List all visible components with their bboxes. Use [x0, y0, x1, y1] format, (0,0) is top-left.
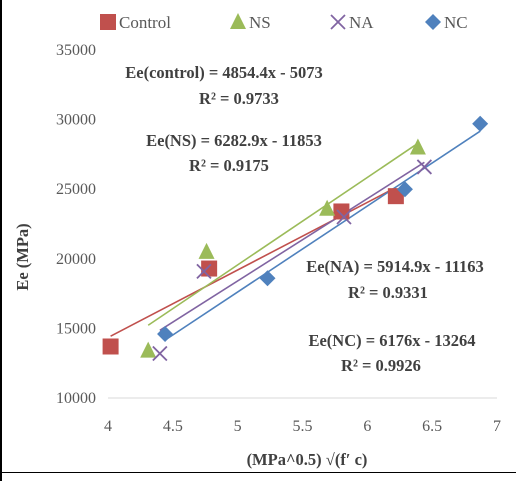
- x-tick-label: 5.5: [293, 418, 313, 435]
- data-point-x: [196, 263, 212, 279]
- trendline-na: [159, 161, 425, 331]
- legend-label: NS: [249, 13, 271, 32]
- r2-nc: R² = 0.9926: [341, 356, 421, 375]
- data-point-triangle: [230, 13, 246, 29]
- equation-nc: Ee(NC) = 6176x - 13264: [308, 331, 475, 350]
- y-tick-label: 35000: [56, 42, 96, 59]
- legend-label: Control: [119, 13, 171, 32]
- data-point-x-stroke: [416, 159, 433, 175]
- r2-na: R² = 0.9331: [348, 283, 428, 302]
- legend: Control NS NA NC: [100, 13, 468, 32]
- data-point-x-stroke: [196, 263, 212, 279]
- y-tick-label: 10000: [56, 390, 96, 407]
- data-point-square: [102, 338, 119, 355]
- y-tick-label: 25000: [56, 181, 96, 198]
- plot-axes: 4 4.5 5 5.5 6 6.5 7 10000 15000 20000 25000 30000 35…: [56, 42, 501, 435]
- trendline-nc: [164, 130, 481, 341]
- data-point-triangle: [409, 138, 426, 155]
- y-tick-label: 15000: [56, 320, 96, 337]
- x-axis-title: (MPa^0.5) √(f′ c): [247, 450, 368, 469]
- equation-ns: Ee(NS) = 6282.9x - 11853: [146, 131, 322, 150]
- left-border: [0, 0, 2, 481]
- equation-na: Ee(NA) = 5914.9x - 11163: [306, 257, 484, 276]
- legend-label: NA: [349, 13, 374, 32]
- x-tick-label: 7: [493, 418, 501, 435]
- data-point-x: [330, 14, 346, 30]
- data-point-x: [152, 345, 168, 362]
- data-point-x: [416, 159, 433, 175]
- trendlines: [110, 130, 481, 341]
- data-point-x-stroke: [152, 345, 168, 362]
- equation-control: Ee(control) = 4854.4x - 5073: [125, 63, 322, 82]
- trendline-ns: [147, 142, 419, 326]
- data-point-triangle: [198, 242, 215, 259]
- data-point-diamond: [472, 115, 489, 132]
- data-point-square: [333, 203, 350, 220]
- data-point-diamond: [259, 270, 276, 287]
- x-tick-label: 6.5: [422, 418, 442, 435]
- x-tick-label: 4.5: [163, 418, 183, 435]
- r2-ns: R² = 0.9175: [189, 156, 269, 175]
- data-point-triangle: [140, 341, 157, 358]
- data-point-diamond: [157, 325, 174, 342]
- x-tick-label: 4: [104, 418, 112, 435]
- r2-control: R² = 0.9733: [199, 89, 279, 108]
- data-point-x-stroke: [336, 209, 352, 225]
- data-point-square: [201, 260, 218, 277]
- y-tick-label: 20000: [56, 251, 96, 268]
- data-point-triangle: [319, 199, 336, 216]
- x-tick-label: 5: [234, 418, 242, 435]
- data-point-x: [336, 209, 352, 225]
- data-point-diamond: [396, 181, 413, 198]
- data-point-square: [100, 14, 116, 30]
- data-points: [102, 115, 489, 362]
- data-point-diamond: [425, 14, 441, 30]
- data-point-square: [387, 188, 404, 205]
- data-point-x-stroke: [330, 14, 346, 30]
- legend-label: NC: [444, 13, 468, 32]
- y-tick-label: 30000: [56, 112, 96, 129]
- x-tick-label: 6: [363, 418, 371, 435]
- y-axis-title: Ee (MPa): [13, 223, 32, 290]
- bottom-border: [0, 472, 516, 473]
